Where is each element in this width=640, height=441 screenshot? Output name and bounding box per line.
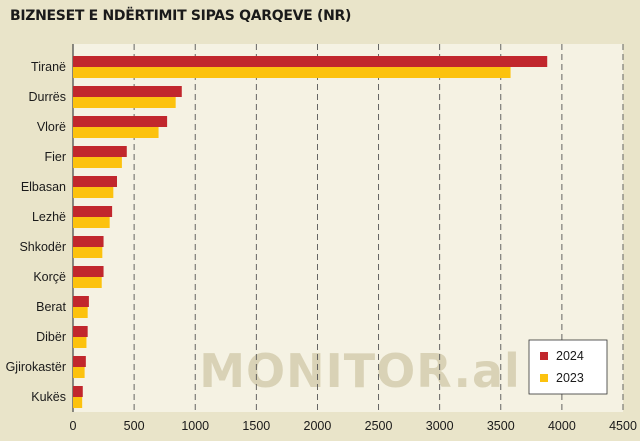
- bar-2023: [73, 397, 83, 408]
- legend: 2024 2023: [528, 339, 608, 395]
- x-tick-label: 2500: [365, 419, 393, 433]
- category-labels: Tiranë Durrës Vlorë Fier Elbasan Lezhë Shkodër…: [6, 60, 67, 404]
- bar-2024: [73, 176, 117, 187]
- category-label: Berat: [36, 300, 66, 314]
- category-label: Gjirokastër: [6, 360, 66, 374]
- x-tick-label: 0: [70, 419, 77, 433]
- bar-2024: [73, 56, 548, 67]
- category-label: Dibër: [36, 330, 66, 344]
- chart-title: BIZNESET E NDËRTIMIT SIPAS QARQEVE (NR): [10, 8, 352, 24]
- bar-2024: [73, 356, 86, 367]
- bar-2023: [73, 67, 511, 78]
- x-tick-label: 2000: [304, 419, 332, 433]
- x-tick-label: 3000: [426, 419, 454, 433]
- legend-label-2024: 2024: [556, 349, 584, 363]
- bar-2023: [73, 97, 176, 108]
- bar-2024: [73, 146, 127, 157]
- x-tick-label: 1000: [181, 419, 209, 433]
- bar-2024: [73, 236, 104, 247]
- bar-2024: [73, 326, 88, 337]
- bar-2023: [73, 187, 114, 198]
- category-label: Tiranë: [31, 60, 66, 74]
- bar-2023: [73, 277, 102, 288]
- x-tick-label: 4000: [548, 419, 576, 433]
- bar-2024: [73, 386, 83, 397]
- category-label: Elbasan: [21, 180, 66, 194]
- x-tick-labels: 0 500 1000 1500 2000 2500 3000 3500 4000 4500: [70, 419, 637, 433]
- bar-2023: [73, 337, 87, 348]
- watermark: MONITOR.al: [199, 344, 521, 398]
- category-label: Kukës: [31, 390, 66, 404]
- bar-2024: [73, 116, 168, 127]
- bar-2023: [73, 157, 122, 168]
- bar-2024: [73, 86, 182, 97]
- x-tick-label: 4500: [609, 419, 637, 433]
- category-label: Fier: [44, 150, 66, 164]
- bar-2023: [73, 247, 103, 258]
- category-label: Korçë: [33, 270, 66, 284]
- category-label: Durrës: [28, 90, 66, 104]
- category-label: Shkodër: [19, 240, 66, 254]
- legend-label-2023: 2023: [556, 371, 584, 385]
- bar-2024: [73, 206, 113, 217]
- legend-swatch-2024: [540, 352, 548, 360]
- bar-2023: [73, 127, 159, 138]
- x-tick-label: 500: [124, 419, 145, 433]
- legend-box: [528, 339, 608, 395]
- category-label: Vlorë: [37, 120, 66, 134]
- legend-swatch-2023: [540, 374, 548, 382]
- x-tick-label: 1500: [242, 419, 270, 433]
- bars: [73, 56, 548, 408]
- x-tick-label: 3500: [487, 419, 515, 433]
- bar-2023: [73, 307, 88, 318]
- bar-2023: [73, 367, 85, 378]
- category-label: Lezhë: [32, 210, 66, 224]
- bar-2023: [73, 217, 110, 228]
- bar-2024: [73, 266, 104, 277]
- bar-2024: [73, 296, 89, 307]
